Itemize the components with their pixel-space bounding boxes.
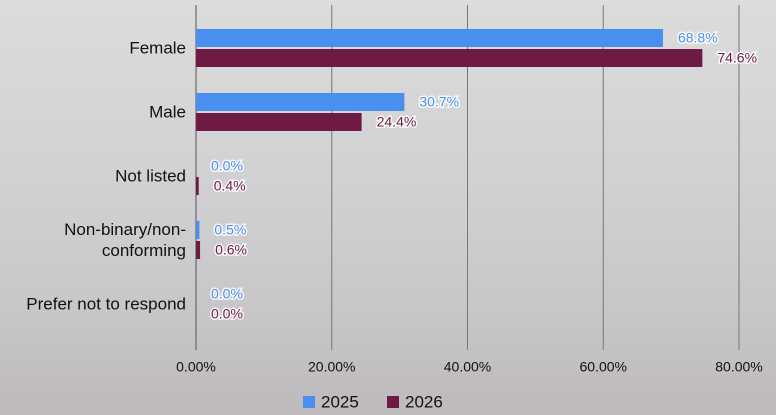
legend-label: 2025 <box>321 392 359 411</box>
x-tick-label: 0.00% <box>176 359 216 375</box>
legend-swatch <box>387 396 399 408</box>
category-label: Not listed <box>115 166 186 186</box>
value-label: 68.8% <box>678 30 718 46</box>
value-label: 30.7% <box>419 94 459 110</box>
x-tick-label: 40.00% <box>444 359 491 375</box>
x-tick-label: 80.00% <box>715 359 762 375</box>
bar <box>196 221 200 239</box>
legend-label: 2026 <box>405 392 443 411</box>
bar <box>196 241 201 259</box>
value-label: 24.4% <box>377 114 417 130</box>
bar <box>196 49 703 67</box>
value-label: 0.6% <box>215 242 247 258</box>
category-label: Female <box>129 38 186 58</box>
x-tick-label: 60.00% <box>580 359 627 375</box>
value-label: 0.0% <box>211 306 243 322</box>
bar <box>196 29 663 47</box>
bar <box>196 93 405 111</box>
category-label: Prefer not to respond <box>26 294 186 314</box>
category-label: Male <box>149 102 186 122</box>
bar <box>196 113 362 131</box>
bar <box>196 177 199 195</box>
value-label: 0.0% <box>211 158 243 174</box>
value-label: 0.5% <box>214 222 246 238</box>
x-tick-label: 20.00% <box>308 359 355 375</box>
value-label: 74.6% <box>717 50 757 66</box>
legend-swatch <box>303 396 315 408</box>
value-label: 0.4% <box>214 178 246 194</box>
category-label: Non-binary/non-conforming <box>64 220 186 260</box>
value-label: 0.0% <box>211 286 243 302</box>
